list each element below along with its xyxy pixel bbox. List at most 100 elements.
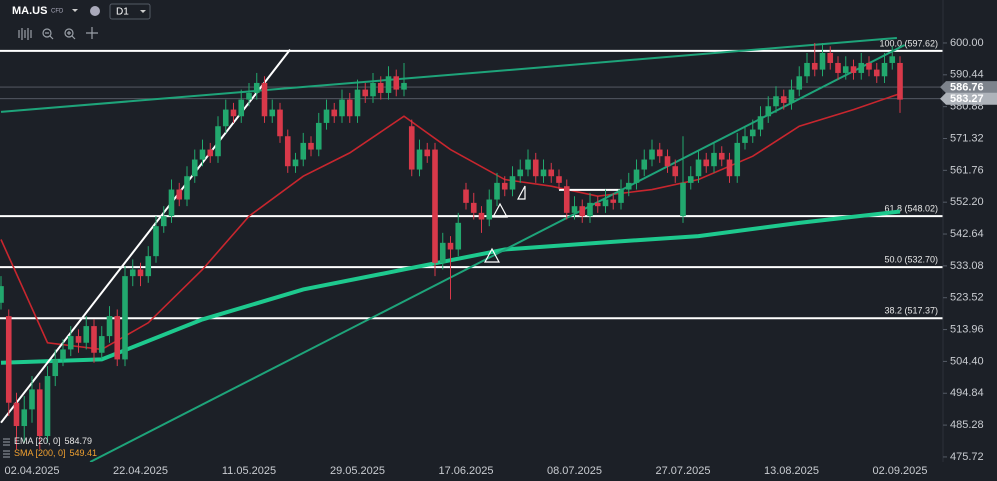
axis-group: 600.00590.44580.88571.32561.76552.20542.… bbox=[940, 37, 997, 463]
zoom-out-icon[interactable] bbox=[42, 28, 52, 38]
candle-body bbox=[486, 199, 493, 220]
candle-body bbox=[687, 176, 694, 183]
candle-body bbox=[277, 109, 283, 137]
x-tick-label: 02.09.2025 bbox=[872, 465, 927, 477]
candle-body bbox=[897, 62, 903, 100]
candle-body bbox=[866, 62, 872, 70]
candle-body bbox=[432, 149, 438, 263]
candle-body bbox=[641, 159, 648, 170]
toolbar bbox=[18, 27, 98, 40]
candle-body bbox=[75, 336, 82, 343]
move-icon[interactable] bbox=[86, 27, 98, 39]
candle-body bbox=[672, 166, 679, 177]
legend-icon bbox=[3, 450, 10, 458]
candle-body bbox=[29, 389, 35, 410]
candle-body bbox=[501, 182, 508, 190]
candle-body bbox=[191, 159, 198, 177]
zoom-in-icon-handle[interactable] bbox=[67, 31, 76, 40]
info-icon[interactable] bbox=[90, 6, 100, 16]
x-tick-label: 27.07.2025 bbox=[655, 465, 710, 477]
legend-entry: SMA [200, 0] 549.41 bbox=[14, 448, 97, 458]
time-axis-labels: 02.04.2025 22.04.2025 11.05.2025 29.05.2025… bbox=[4, 465, 927, 477]
y-tick-label: 561.76 bbox=[950, 164, 984, 176]
y-tick-label: 600.00 bbox=[950, 37, 984, 49]
x-tick-label: 13.08.2025 bbox=[764, 465, 819, 477]
x-tick-label: 22.04.2025 bbox=[113, 465, 168, 477]
candle-body bbox=[106, 316, 113, 337]
candle-body bbox=[439, 242, 446, 263]
candle-body bbox=[67, 336, 74, 350]
candle-body bbox=[114, 316, 121, 360]
candle-body bbox=[680, 182, 686, 217]
candle-body bbox=[881, 62, 888, 77]
candle-body bbox=[284, 136, 291, 167]
candle-body bbox=[385, 76, 392, 93]
fib-label: 61.8 (548.02) bbox=[884, 203, 938, 213]
candle-body bbox=[246, 92, 252, 100]
candle-body bbox=[230, 109, 237, 117]
candle-body bbox=[44, 376, 51, 437]
candle-body bbox=[664, 156, 671, 167]
candle-body bbox=[525, 159, 531, 170]
y-tick-label: 542.64 bbox=[950, 228, 984, 240]
candle-body bbox=[509, 176, 516, 190]
candle-body bbox=[98, 336, 105, 353]
y-tick-label: 590.44 bbox=[950, 69, 984, 81]
dropdown-arrow[interactable] bbox=[72, 9, 78, 12]
x-tick-label: 02.04.2025 bbox=[4, 465, 59, 477]
candle-body bbox=[726, 159, 733, 177]
candle-body bbox=[253, 82, 260, 93]
candle-body bbox=[633, 169, 640, 183]
chart-type-icon[interactable] bbox=[18, 28, 32, 40]
symbol-kind: CFD bbox=[51, 9, 64, 15]
candle-body bbox=[889, 56, 896, 63]
candle-body bbox=[695, 159, 702, 177]
fib-label: 38.2 (517.37) bbox=[884, 306, 938, 316]
zoom-in-icon[interactable] bbox=[64, 28, 74, 38]
candle-body bbox=[331, 109, 338, 117]
indicator-line bbox=[0, 209, 901, 365]
x-tick-label: 11.05.2025 bbox=[222, 465, 276, 477]
candle-body bbox=[842, 66, 849, 73]
y-tick-label: 533.08 bbox=[950, 260, 984, 272]
pattern-markers bbox=[483, 185, 526, 263]
candle-body bbox=[517, 169, 524, 177]
legend-value: 549.41 bbox=[70, 448, 98, 458]
candle-body bbox=[850, 66, 857, 73]
candle-body bbox=[129, 269, 136, 277]
candle-body bbox=[308, 142, 314, 150]
fib-label: 100.0 (597.62) bbox=[879, 38, 938, 48]
candle-body bbox=[13, 402, 20, 427]
candle-body bbox=[0, 286, 4, 303]
candle-body bbox=[780, 96, 787, 103]
candle-body bbox=[346, 99, 353, 117]
candle-body bbox=[587, 202, 593, 217]
candle-body bbox=[408, 126, 415, 170]
candle-body bbox=[757, 116, 764, 130]
candle-body bbox=[292, 159, 299, 167]
y-tick-label: 494.84 bbox=[950, 387, 984, 399]
candle-body bbox=[602, 199, 609, 207]
symbol[interactable]: MA.US bbox=[12, 5, 47, 17]
y-tick-label: 523.52 bbox=[950, 292, 984, 304]
candle-body bbox=[300, 142, 307, 160]
legend: EMA [20, 0] 584.79 SMA [200, 0] 549.41 bbox=[3, 436, 97, 458]
candle-body bbox=[579, 206, 586, 217]
timeframe[interactable]: D1 bbox=[116, 7, 129, 18]
price-tag-label: 583.27 bbox=[950, 93, 984, 105]
candle-body bbox=[168, 189, 175, 217]
candle-body bbox=[711, 152, 717, 167]
candle-body bbox=[594, 202, 601, 207]
candle-body bbox=[238, 99, 245, 117]
timeframe-box[interactable] bbox=[109, 3, 151, 20]
triangle-marker bbox=[491, 202, 509, 218]
zoom-out-icon-handle[interactable] bbox=[45, 32, 54, 40]
candle-body bbox=[548, 169, 555, 177]
candle-body bbox=[873, 69, 880, 77]
candle-body bbox=[618, 189, 624, 203]
dropdown-arrow[interactable] bbox=[140, 10, 146, 13]
candle-body bbox=[83, 326, 90, 343]
candle-body bbox=[463, 189, 469, 203]
candle-body bbox=[222, 109, 229, 127]
time-axis bbox=[0, 462, 943, 481]
